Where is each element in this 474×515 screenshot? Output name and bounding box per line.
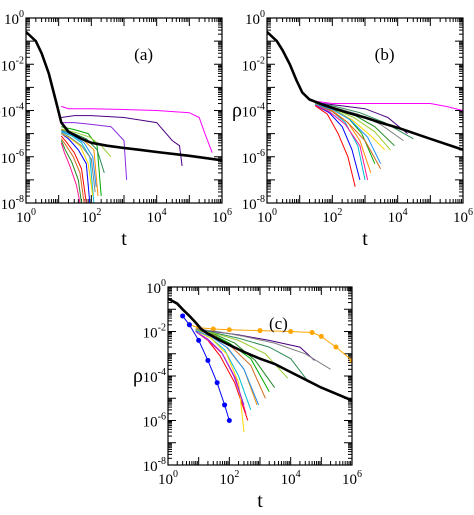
y-tick-label: 10-2 — [1, 55, 24, 74]
plot-frame — [25, 17, 223, 204]
panel-label: (c) — [269, 314, 288, 333]
series-line-11 — [315, 104, 369, 181]
axis-ticks — [167, 287, 352, 466]
panel-b: 100 102 104 106 10-8 10-6 10-4 10-2 100 t ρ (b) — [232, 9, 473, 250]
panel-a: 100 102 104 106 10-8 10-6 10-4 10-2 100 t ρ (a) — [0, 9, 232, 250]
series-line-13 — [315, 103, 382, 164]
main-series-line — [168, 297, 352, 402]
series-line-0 — [61, 105, 213, 153]
series-point — [288, 329, 294, 334]
series-point — [333, 344, 339, 350]
series-group — [267, 30, 463, 187]
series-point — [214, 380, 220, 386]
y-tick-label: 10-4 — [242, 102, 265, 121]
main-series-line — [26, 30, 222, 162]
axis-ticks — [266, 18, 463, 204]
series-line-3 — [195, 329, 310, 384]
series-line-6 — [315, 105, 356, 187]
series-line-8 — [195, 330, 245, 433]
series-group — [26, 30, 222, 203]
series-point — [180, 313, 186, 319]
series-point — [186, 322, 192, 328]
y-tick-label: 10-8 — [242, 194, 265, 213]
series-point — [349, 357, 352, 363]
y-tick-label: 100 — [4, 9, 24, 28]
series-line-11 — [61, 132, 96, 193]
y-tick-label: 100 — [146, 278, 166, 297]
series-point — [309, 330, 315, 336]
series-line-7 — [60, 135, 87, 203]
series-line-12 — [60, 142, 81, 203]
y-tick-label: 10-6 — [1, 148, 24, 167]
series-point — [210, 326, 216, 332]
y-tick-label: 10-8 — [143, 456, 166, 475]
series-line-8 — [61, 133, 94, 197]
x-tick-label: 100 — [158, 469, 178, 488]
x-tick-label: 106 — [212, 207, 232, 226]
x-tick-label: 102 — [322, 207, 342, 226]
y-tick-label: 10-6 — [242, 148, 265, 167]
series-line-15 — [195, 331, 245, 406]
series-line-0 — [315, 100, 463, 111]
plot-frame — [167, 286, 353, 466]
panel-label: (a) — [134, 45, 153, 64]
y-axis-label: ρ — [133, 365, 143, 387]
x-tick-label: 104 — [388, 207, 408, 226]
panel-label: (b) — [375, 45, 395, 64]
y-tick-label: 10-2 — [143, 323, 166, 342]
series-point — [222, 402, 228, 408]
series-line-14 — [61, 130, 97, 187]
y-tick-label: 10-8 — [1, 194, 24, 213]
x-tick-label: 100 — [257, 207, 277, 226]
x-tick-label: 104 — [147, 207, 167, 226]
series-line-8 — [315, 103, 382, 170]
main-series-line — [267, 30, 463, 152]
x-axis-label: t — [362, 228, 368, 250]
series-point — [196, 337, 202, 343]
x-tick-label: 102 — [81, 207, 101, 226]
series-line-1 — [315, 102, 408, 134]
series-line-1 — [61, 115, 183, 167]
series-line-5 — [315, 104, 361, 181]
y-tick-label: 10-4 — [143, 367, 166, 386]
y-tick-label: 10-2 — [242, 55, 265, 74]
series-point — [257, 328, 263, 334]
plot-frame — [266, 17, 464, 204]
series-point — [226, 418, 232, 423]
x-tick-label: 100 — [16, 207, 36, 226]
x-axis-label: t — [257, 490, 263, 512]
y-tick-label: 10-6 — [143, 412, 166, 431]
y-axis-label: ρ — [232, 100, 242, 122]
series-line-0 — [189, 324, 352, 361]
series-point — [318, 333, 324, 339]
y-tick-label: 100 — [245, 9, 265, 28]
series-line-10 — [60, 140, 82, 203]
series-line-7 — [195, 331, 249, 421]
series-line-11 — [195, 328, 331, 370]
series-point — [205, 357, 211, 363]
series-group — [168, 297, 352, 433]
y-axis-label: ρ — [0, 100, 1, 122]
x-tick-label: 106 — [342, 469, 362, 488]
series-point — [226, 327, 232, 333]
x-tick-label: 104 — [281, 469, 301, 488]
series-line-9 — [60, 138, 85, 203]
x-tick-label: 106 — [453, 207, 473, 226]
series-line-5 — [61, 131, 95, 203]
panel-c: 100 102 104 106 10-8 10-6 10-4 10-2 100 t ρ (c) — [133, 278, 362, 512]
series-line-6 — [61, 133, 91, 203]
y-tick-label: 10-4 — [1, 102, 24, 121]
series-line-13 — [195, 330, 260, 406]
x-axis-label: t — [121, 228, 127, 250]
x-tick-label: 102 — [219, 469, 239, 488]
series-line-15 — [61, 128, 112, 158]
axis-ticks — [25, 18, 222, 204]
series-line-3 — [61, 126, 102, 197]
